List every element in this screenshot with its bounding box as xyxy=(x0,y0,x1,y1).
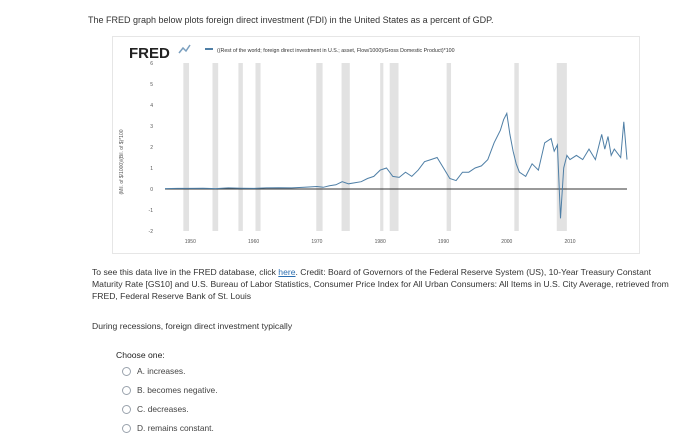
recession-band xyxy=(514,63,519,231)
legend-label: ((Rest of the world; foreign direct inve… xyxy=(217,48,455,54)
x-tick-label: 1980 xyxy=(375,239,386,245)
recession-band xyxy=(316,63,323,231)
recession-band xyxy=(341,63,350,231)
recession-band xyxy=(446,63,452,231)
recession-band xyxy=(255,63,261,231)
x-tick-label: 1990 xyxy=(438,239,449,245)
radio-d[interactable] xyxy=(122,423,131,433)
x-tick-label: 2010 xyxy=(564,239,575,245)
chart-svg: FRED ((Rest of the world; foreign direct… xyxy=(119,44,628,245)
recession-band xyxy=(556,63,567,231)
fred-logo: FRED xyxy=(129,45,170,62)
y-tick-label: 3 xyxy=(150,124,153,130)
x-tick-label: 1960 xyxy=(248,239,259,245)
recession-band xyxy=(212,63,219,231)
option-c[interactable]: C. decreases. xyxy=(122,404,189,414)
radio-a[interactable] xyxy=(122,366,131,376)
choose-label: Choose one: xyxy=(116,350,165,360)
y-tick-label: 4 xyxy=(150,103,153,109)
recession-band xyxy=(183,63,190,231)
recession-band xyxy=(380,63,384,231)
question-text: During recessions, foreign direct invest… xyxy=(92,321,293,331)
y-axis-label: (Mil. of $/1000)/(Bil. of $)*100 xyxy=(119,129,125,194)
fred-logo-icon xyxy=(178,44,191,54)
radio-b[interactable] xyxy=(122,385,131,395)
fred-link[interactable]: here xyxy=(278,267,296,277)
x-axis: 1950 1960 1970 1980 1990 2000 2010 xyxy=(185,239,576,245)
option-c-label: C. decreases. xyxy=(137,404,189,414)
info-before-link: To see this data live in the FRED databa… xyxy=(92,267,279,277)
radio-c[interactable] xyxy=(122,404,131,414)
intro-text: The FRED graph below plots foreign direc… xyxy=(88,15,494,25)
fred-chart: FRED ((Rest of the world; foreign direct… xyxy=(112,36,640,254)
y-tick-label: 0 xyxy=(150,187,153,193)
series-line xyxy=(164,111,628,219)
x-tick-label: 2000 xyxy=(501,239,512,245)
y-tick-label: 6 xyxy=(150,61,153,67)
y-axis: -2 -1 0 1 2 3 4 5 6 xyxy=(149,61,154,235)
recession-band xyxy=(238,63,243,231)
info-after-link: . Credit: Board of Governors of the Fede… xyxy=(92,267,669,301)
recession-band xyxy=(389,63,399,231)
data-source-info: To see this data live in the FRED databa… xyxy=(92,266,682,302)
y-tick-label: 5 xyxy=(150,82,153,88)
option-a[interactable]: A. increases. xyxy=(122,366,185,376)
y-tick-label: -2 xyxy=(149,229,154,235)
x-tick-label: 1970 xyxy=(311,239,322,245)
option-d[interactable]: D. remains constant. xyxy=(122,423,214,433)
option-b[interactable]: B. becomes negative. xyxy=(122,385,218,395)
y-tick-label: 2 xyxy=(150,145,153,151)
y-tick-label: 1 xyxy=(150,166,153,172)
option-a-label: A. increases. xyxy=(137,366,186,376)
x-tick-label: 1950 xyxy=(185,239,196,245)
option-d-label: D. remains constant. xyxy=(137,423,214,433)
option-b-label: B. becomes negative. xyxy=(137,385,218,395)
recession-bands xyxy=(183,63,567,231)
y-tick-label: -1 xyxy=(149,208,154,214)
